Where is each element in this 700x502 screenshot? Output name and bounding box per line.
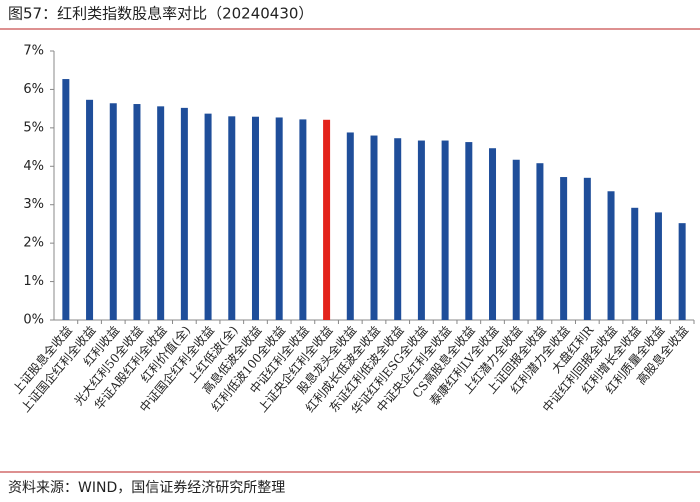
- bar: [417, 140, 425, 320]
- bar: [86, 99, 94, 320]
- bar: [346, 132, 354, 320]
- bar: [275, 117, 283, 320]
- source-note: 资料来源：WIND，国信证券经济研究所整理: [8, 480, 285, 496]
- bar: [560, 177, 568, 320]
- bar: [133, 104, 141, 320]
- bar: [654, 212, 662, 320]
- bar: [583, 177, 591, 320]
- y-tick-label: 6%: [23, 82, 44, 97]
- y-tick-label: 2%: [23, 236, 44, 251]
- bar: [370, 135, 378, 320]
- y-tick-label: 7%: [23, 44, 44, 59]
- bar: [441, 140, 449, 320]
- bar: [62, 79, 70, 320]
- bar: [465, 142, 473, 320]
- y-tick-label: 3%: [23, 197, 44, 212]
- bar: [394, 138, 402, 320]
- bar: [109, 103, 117, 321]
- bar: [157, 106, 165, 320]
- bar: [607, 191, 615, 320]
- bar: [299, 119, 307, 320]
- bar: [678, 223, 686, 320]
- bar: [204, 113, 212, 320]
- bar: [489, 148, 497, 320]
- y-tick-label: 4%: [23, 159, 44, 174]
- bar: [323, 119, 331, 320]
- bar: [631, 207, 639, 320]
- bar: [251, 116, 259, 320]
- bar: [180, 107, 188, 320]
- chart-title: 图57：红利类指数股息率对比（20240430）: [8, 5, 313, 23]
- y-tick-label: 0%: [23, 313, 44, 328]
- bar: [228, 116, 236, 320]
- y-tick-label: 5%: [23, 120, 44, 135]
- y-tick-label: 1%: [23, 274, 44, 289]
- bar: [512, 159, 520, 320]
- bar: [536, 163, 544, 320]
